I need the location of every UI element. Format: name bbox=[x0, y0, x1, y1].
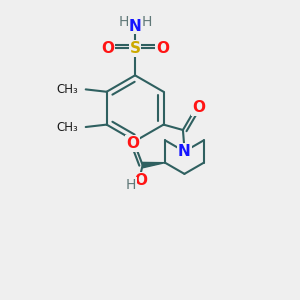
Text: O: O bbox=[134, 172, 147, 188]
Text: H: H bbox=[141, 15, 152, 28]
Text: O: O bbox=[101, 41, 114, 56]
Text: CH₃: CH₃ bbox=[56, 121, 78, 134]
Text: H: H bbox=[118, 15, 129, 28]
Text: O: O bbox=[192, 100, 205, 115]
Text: H: H bbox=[125, 178, 136, 192]
Text: CH₃: CH₃ bbox=[56, 83, 78, 96]
Text: S: S bbox=[130, 41, 141, 56]
Text: N: N bbox=[178, 144, 191, 159]
Polygon shape bbox=[142, 162, 165, 168]
Text: O: O bbox=[126, 136, 139, 151]
Text: N: N bbox=[129, 19, 141, 34]
Text: O: O bbox=[156, 41, 169, 56]
